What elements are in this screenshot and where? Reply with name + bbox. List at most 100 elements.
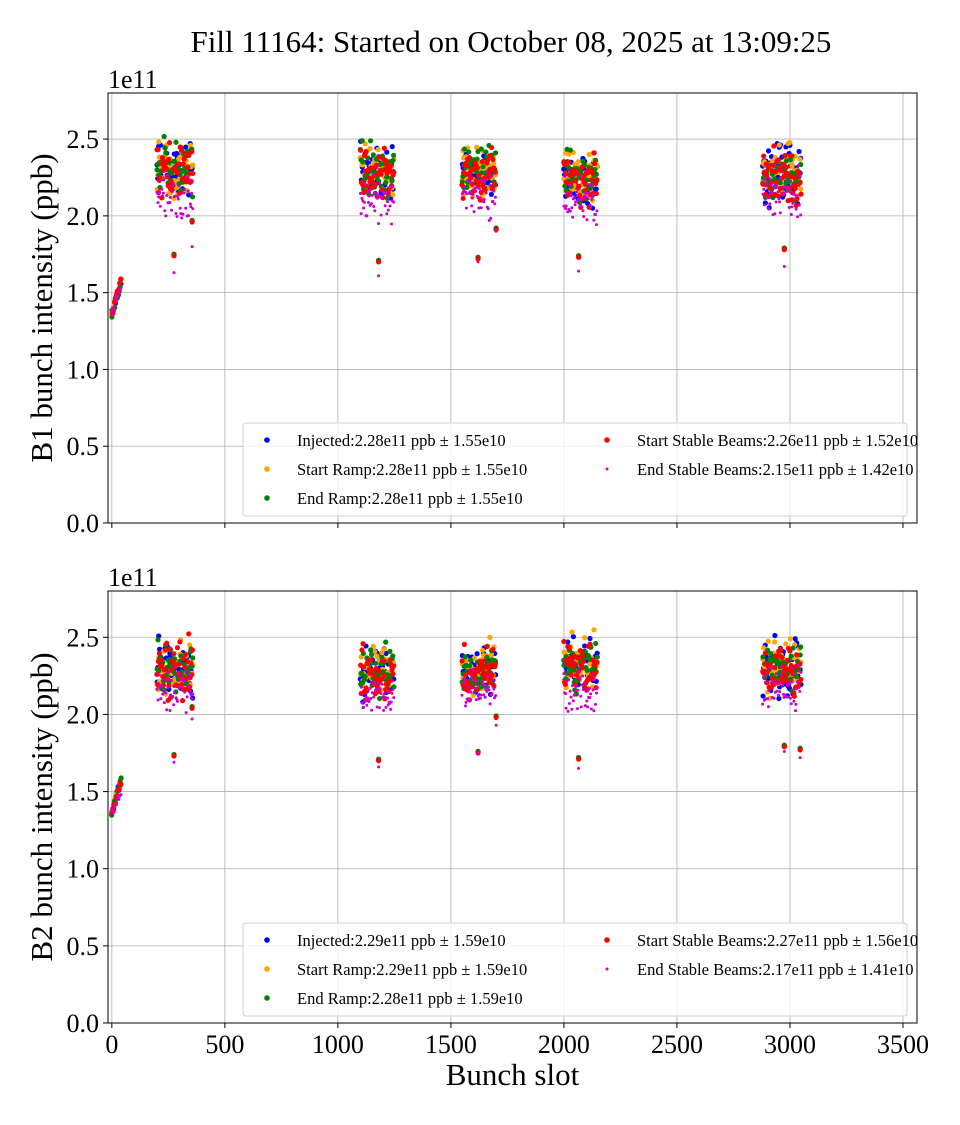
data-point	[175, 161, 182, 167]
data-point	[580, 652, 586, 658]
data-point	[589, 205, 593, 209]
data-point	[461, 641, 468, 647]
data-point	[159, 663, 165, 669]
data-point	[761, 192, 765, 196]
data-point	[594, 702, 598, 706]
data-point	[116, 786, 122, 792]
data-point	[465, 192, 469, 196]
data-point	[587, 635, 593, 642]
data-point	[391, 184, 395, 188]
legend-marker	[264, 966, 270, 972]
legend-label: Start Ramp:2.28e11 ppb ± 1.55e10	[297, 460, 527, 479]
data-point	[766, 196, 770, 200]
data-point	[187, 642, 193, 648]
data-point	[167, 678, 171, 682]
data-point	[180, 216, 184, 220]
data-point	[483, 695, 487, 699]
data-point	[115, 298, 119, 302]
data-point	[392, 696, 396, 700]
data-point	[368, 686, 372, 690]
data-point	[371, 682, 375, 686]
data-point	[363, 182, 367, 186]
data-point	[182, 651, 189, 657]
data-point	[779, 664, 783, 668]
data-point	[156, 650, 162, 657]
data-point	[472, 671, 478, 677]
series-3	[109, 631, 804, 815]
data-point	[173, 666, 177, 670]
data-point	[563, 174, 567, 178]
data-point	[778, 200, 782, 204]
y-tick-label: 1.5	[67, 778, 100, 807]
data-point	[481, 658, 487, 664]
data-point	[791, 693, 797, 699]
data-point	[799, 670, 803, 674]
data-point	[383, 204, 387, 208]
data-point	[477, 187, 481, 191]
legend-marker	[605, 967, 609, 971]
legend-label: End Ramp:2.28e11 ppb ± 1.55e10	[297, 489, 523, 508]
data-point	[373, 162, 379, 168]
data-point	[765, 148, 772, 154]
data-point	[798, 676, 804, 683]
data-point	[461, 682, 467, 688]
data-point	[155, 637, 161, 643]
data-point	[772, 639, 778, 645]
data-point	[795, 194, 799, 198]
data-point	[390, 152, 397, 158]
data-point	[492, 696, 496, 700]
legend-label: Injected:2.28e11 ppb ± 1.55e10	[297, 431, 506, 450]
data-point	[787, 139, 793, 146]
data-point	[570, 684, 574, 688]
data-point	[476, 751, 480, 755]
data-point	[168, 200, 172, 204]
data-point	[575, 159, 581, 165]
data-point	[464, 162, 470, 168]
data-point	[168, 195, 172, 199]
data-point	[363, 149, 369, 155]
data-point	[579, 164, 585, 170]
data-point	[461, 146, 468, 152]
data-point	[767, 689, 771, 693]
data-point	[473, 686, 477, 690]
data-point	[491, 683, 497, 689]
data-point	[483, 178, 487, 182]
data-point	[787, 205, 791, 209]
data-point	[185, 164, 191, 170]
data-point	[781, 247, 787, 253]
data-point	[584, 667, 590, 673]
data-point	[490, 156, 496, 163]
data-point	[372, 648, 378, 655]
data-point	[110, 309, 114, 313]
data-point	[184, 175, 188, 179]
data-point	[359, 685, 363, 689]
series-1	[109, 139, 804, 314]
data-point	[190, 697, 194, 701]
data-point	[562, 672, 566, 676]
data-point	[386, 200, 390, 204]
legend-marker	[264, 495, 270, 501]
x-tick-label: 1500	[425, 1030, 477, 1059]
data-point	[360, 701, 364, 705]
data-point	[366, 696, 370, 700]
data-point	[164, 691, 168, 695]
legend-marker	[264, 437, 270, 443]
data-point	[776, 693, 780, 697]
data-point	[592, 160, 598, 166]
data-point	[156, 139, 162, 145]
y-axis-label: B2 bunch intensity (ppb)	[24, 652, 59, 961]
data-point	[767, 176, 771, 180]
data-point	[577, 669, 581, 673]
data-point	[171, 253, 177, 259]
data-point	[775, 157, 782, 163]
data-point	[491, 160, 497, 167]
data-point	[777, 197, 781, 201]
data-point	[765, 180, 769, 184]
data-point	[770, 162, 776, 168]
data-point	[487, 688, 491, 692]
data-point	[565, 639, 571, 645]
data-point	[474, 679, 478, 683]
data-point	[474, 144, 480, 150]
data-point	[189, 705, 195, 711]
data-point	[466, 663, 473, 669]
